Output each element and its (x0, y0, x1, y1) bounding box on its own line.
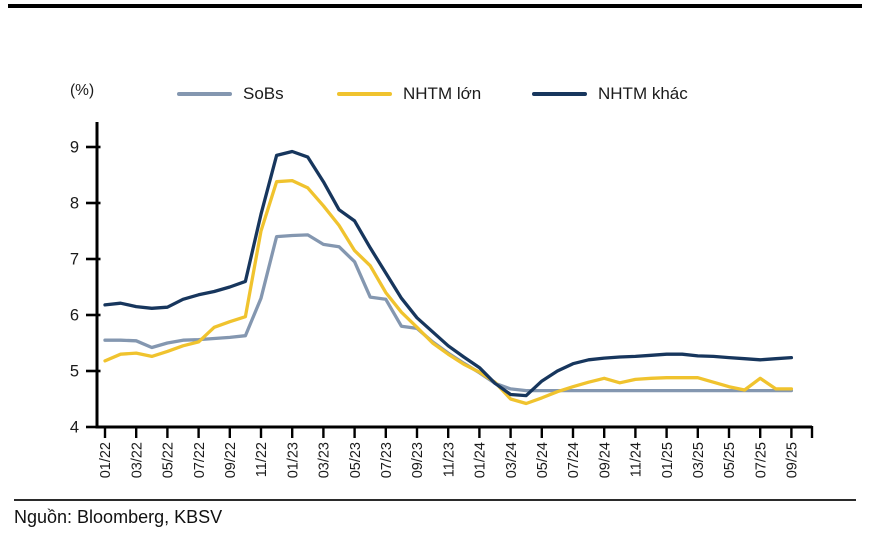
x-tick-label: 01/24 (473, 442, 489, 478)
x-tick-label: 05/24 (535, 442, 551, 478)
x-tick-label: 07/23 (379, 442, 395, 478)
x-tick-label: 09/24 (597, 442, 613, 478)
x-tick-label: 05/23 (348, 442, 364, 478)
x-tick-label: 07/25 (753, 442, 769, 478)
series-line-nhtm-khác (103, 149, 794, 398)
y-tick-label: 8 (70, 195, 79, 213)
x-tick-label: 01/22 (98, 442, 114, 478)
x-tick-label: 11/24 (629, 442, 645, 477)
x-tick-label: 11/23 (441, 442, 457, 477)
x-tick-label: 05/25 (722, 442, 738, 478)
source-text: Nguồn: Bloomberg, KBSV (14, 507, 223, 527)
footer-separator-line (14, 499, 856, 501)
y-tick-label: 4 (70, 419, 79, 437)
legend-swatch-nhtm-khac (532, 92, 587, 96)
x-tick-label: 11/22 (254, 442, 270, 477)
top-border-line (8, 4, 862, 8)
legend-label-sobs: SoBs (243, 84, 284, 103)
legend-item-sobs: SoBs (177, 84, 284, 104)
x-tick-label: 03/24 (504, 442, 520, 478)
x-tick-label: 03/22 (129, 442, 145, 478)
legend-item-nhtm-lon: NHTM lớn (337, 84, 481, 104)
legend-swatch-nhtm-lon (337, 92, 392, 96)
x-tick-label: 09/23 (410, 442, 426, 478)
legend-label-nhtm-lon: NHTM lớn (403, 84, 482, 103)
x-tick-label: 09/25 (785, 442, 801, 478)
x-tick-label: 01/25 (660, 442, 676, 478)
x-tick-label: 07/24 (566, 442, 582, 478)
legend-item-nhtm-khac: NHTM khác (532, 84, 688, 104)
x-tick-label: 03/25 (691, 442, 707, 478)
series-line-sobs (103, 233, 794, 393)
y-tick-label: 6 (70, 307, 79, 325)
x-tick-label: 05/22 (161, 442, 177, 478)
x-tick-label: 07/22 (192, 442, 208, 478)
y-axis-unit-label: (%) (70, 82, 95, 99)
legend-swatch-sobs (177, 92, 232, 96)
legend: SoBs NHTM lớn NHTM khác (0, 84, 870, 104)
legend-label-nhtm-khac: NHTM khác (598, 84, 688, 103)
series-line-nhtm-lớn (103, 178, 794, 406)
y-tick-label: 5 (70, 363, 79, 381)
x-tick-label: 03/23 (317, 442, 333, 478)
y-tick-label: 7 (70, 251, 79, 269)
x-tick-label: 09/22 (223, 442, 239, 478)
x-tick-label: 01/23 (285, 442, 301, 478)
y-tick-label: 9 (70, 139, 79, 157)
